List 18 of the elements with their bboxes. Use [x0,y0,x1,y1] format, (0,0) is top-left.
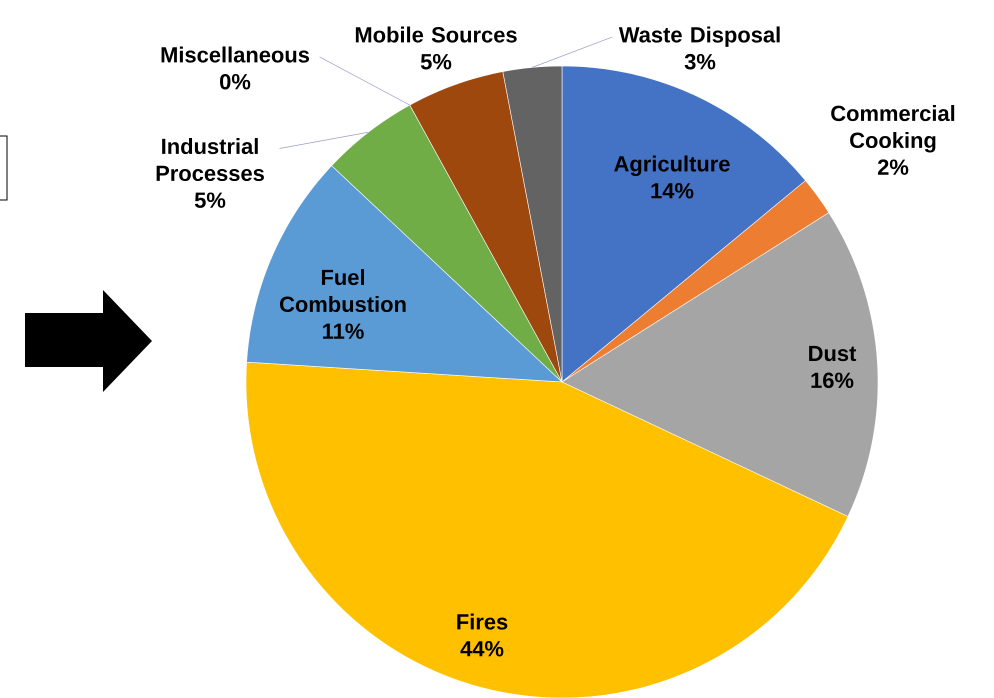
data-label: 5% [420,54,452,70]
data-label: 2% [878,159,908,175]
category-label: Miscellaneous [162,46,310,63]
slice-label: Waste Disposal [618,26,780,47]
slice-label: Industrial Processes [156,138,264,182]
data-label: 14% [651,183,694,198]
data-label: 44% [460,641,504,656]
data-label: 16% [811,372,854,388]
slice-label: Fuel Combustion [280,269,406,312]
data-label: 5% [194,192,226,208]
data-label: 11% [323,323,364,339]
slice-label: Fires [457,614,508,630]
slice-label: Commercial Cooking [831,105,954,152]
slice-label: Mobile Sources [356,26,517,43]
slice-label: Dust [809,346,856,362]
slice-label: Agriculture [614,155,730,176]
data-label: 3% [684,54,716,70]
text: 0% [220,74,250,90]
